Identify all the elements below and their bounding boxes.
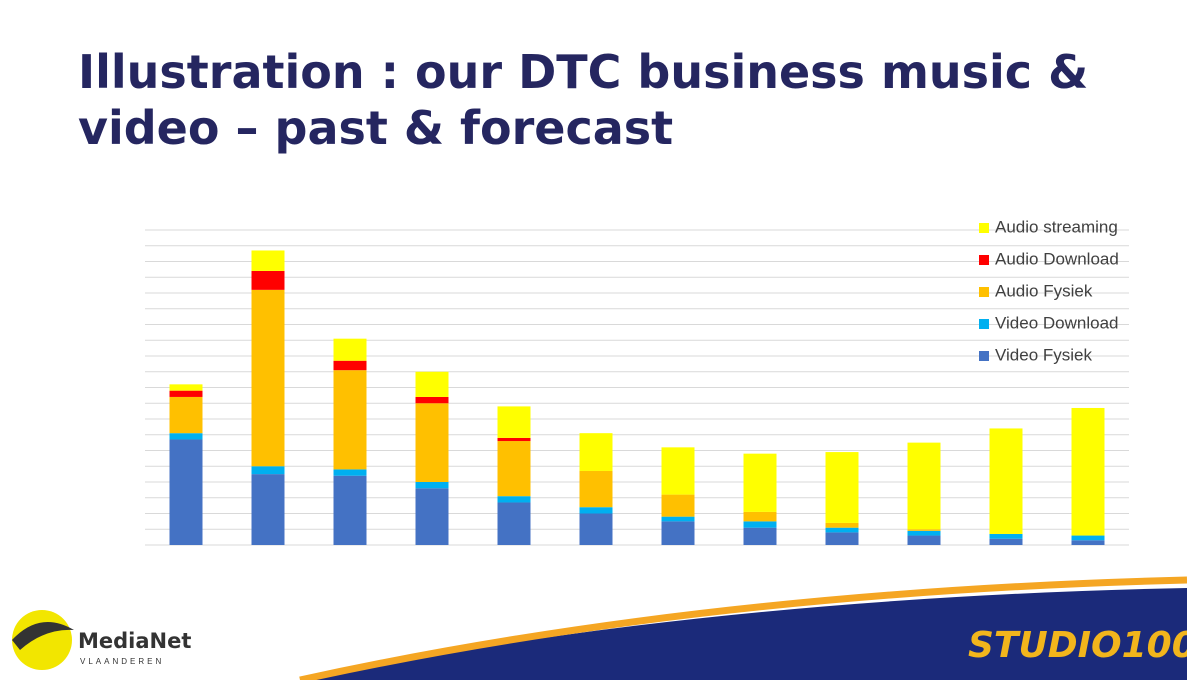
bar-segment <box>579 507 613 514</box>
bar-segment <box>497 496 531 503</box>
bar-segment <box>989 538 1023 545</box>
bar-segment <box>743 521 777 528</box>
legend-swatch <box>979 319 989 329</box>
bar-segment <box>333 475 367 545</box>
legend-swatch <box>979 287 989 297</box>
bar-segment <box>251 474 285 545</box>
legend-label: Audio Fysiek <box>995 281 1093 300</box>
legend-label: Video Download <box>995 313 1119 332</box>
bar-segment <box>579 470 613 508</box>
decoration: MediaNet VLAANDEREN STUDIO100 <box>12 576 1187 680</box>
bar-segment <box>415 396 449 404</box>
bar-segment <box>661 494 695 517</box>
bar-segment <box>497 437 531 442</box>
bar-segment <box>251 289 285 467</box>
bar-segment <box>333 469 367 476</box>
bar-segment <box>497 502 531 545</box>
medianet-shape <box>12 622 74 650</box>
bar-segment <box>743 453 777 512</box>
bar-segment <box>169 396 203 434</box>
bar-segment <box>251 250 285 271</box>
bar-segment <box>825 452 859 523</box>
bar-segment <box>579 513 613 545</box>
bar-segment <box>415 403 449 482</box>
bar-segment <box>743 527 777 545</box>
bar-segment <box>661 447 695 495</box>
bar-segment <box>907 530 941 536</box>
bar-segment <box>251 466 285 475</box>
bar-segment <box>907 529 941 531</box>
bar-segment <box>907 535 941 545</box>
bar-segment <box>825 522 859 528</box>
orange-swoosh <box>299 576 1187 680</box>
legend-label: Audio streaming <box>995 217 1118 236</box>
studio-logo: STUDIO100 <box>968 625 1187 666</box>
bar-segment <box>1071 407 1105 536</box>
bar-segment <box>579 433 613 471</box>
bar-segment <box>907 442 941 530</box>
bar-segment <box>169 390 203 397</box>
bar-segment <box>497 406 531 438</box>
bar-segment <box>333 360 367 371</box>
legend-swatch <box>979 351 989 361</box>
bar-segment <box>1071 535 1105 541</box>
bar-segment <box>333 370 367 470</box>
navy-band <box>300 588 1187 680</box>
legend-swatch <box>979 255 989 265</box>
bar-segment <box>661 516 695 522</box>
bar-segment <box>497 441 531 497</box>
bar-segment <box>251 270 285 290</box>
slide-title: Illustration : our DTC business music & … <box>78 45 1089 155</box>
bar-segment <box>169 433 203 440</box>
bar-segment <box>415 488 449 545</box>
bar-segment <box>989 428 1023 534</box>
legend-label: Video Fysiek <box>995 345 1093 364</box>
medianet-logo: MediaNet <box>78 629 191 653</box>
bar-segment <box>825 527 859 533</box>
medianet-sub: VLAANDEREN <box>80 657 164 666</box>
bar-segment <box>415 482 449 489</box>
bar-segment <box>661 521 695 545</box>
legend-swatch <box>979 223 989 233</box>
bar-segment <box>989 533 1023 539</box>
bar-segment <box>743 511 777 522</box>
bar-segment <box>1071 540 1105 545</box>
bar-segment <box>333 338 367 361</box>
legend-label: Audio Download <box>995 249 1119 268</box>
bar-segment <box>415 371 449 397</box>
bar-segment <box>169 439 203 545</box>
bar-segment <box>825 532 859 545</box>
bar-segment <box>169 384 203 391</box>
